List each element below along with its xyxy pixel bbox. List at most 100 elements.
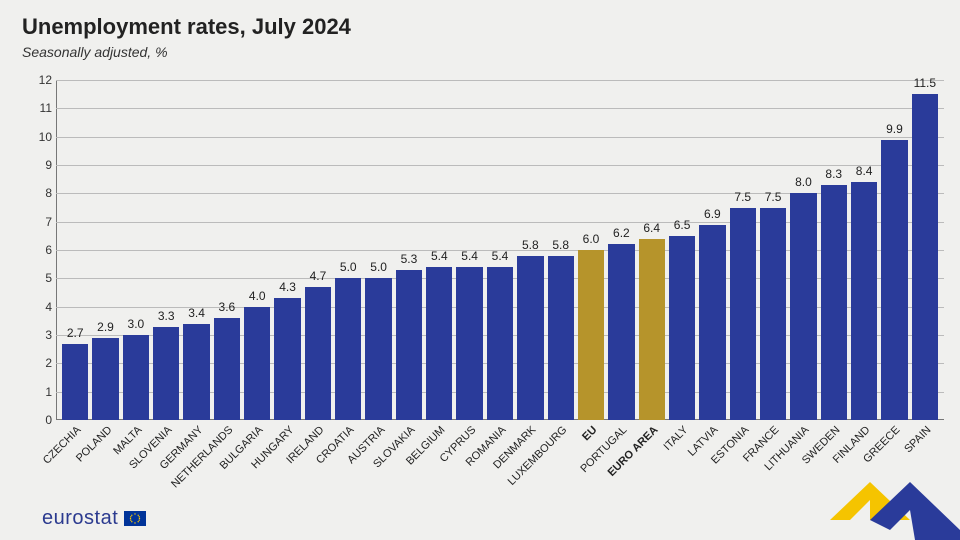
- bar-value-label: 5.8: [552, 238, 569, 252]
- bar-slot: 9.9: [881, 80, 907, 420]
- chart-subtitle: Seasonally adjusted, %: [22, 44, 168, 60]
- bar: 5.8: [548, 256, 574, 420]
- bar-value-label: 5.3: [401, 252, 418, 266]
- bar-slot: 3.0: [123, 80, 149, 420]
- bar: 4.3: [274, 298, 300, 420]
- bar-value-label: 8.4: [856, 164, 873, 178]
- chart-title: Unemployment rates, July 2024: [22, 14, 351, 40]
- bar: 3.3: [153, 327, 179, 421]
- bar: 6.5: [669, 236, 695, 420]
- y-tick-label: 9: [36, 158, 52, 172]
- bar-slot: 6.4: [639, 80, 665, 420]
- bar: 5.4: [426, 267, 452, 420]
- bar: 3.4: [183, 324, 209, 420]
- y-tick-label: 7: [36, 215, 52, 229]
- bar-slot: 6.2: [608, 80, 634, 420]
- x-labels: CzechiaPolandMaltaSloveniaGermanyNetherl…: [62, 424, 938, 425]
- y-tick-label: 10: [36, 130, 52, 144]
- bar-value-label: 6.4: [643, 221, 660, 235]
- bar-slot: 6.9: [699, 80, 725, 420]
- bar-slot: 7.5: [760, 80, 786, 420]
- bar: 2.9: [92, 338, 118, 420]
- y-tick-label: 2: [36, 356, 52, 370]
- corner-graphic-icon: [760, 470, 960, 540]
- bar-value-label: 9.9: [886, 122, 903, 136]
- bar-slot: 3.3: [153, 80, 179, 420]
- bar-value-label: 7.5: [765, 190, 782, 204]
- bar: 5.0: [335, 278, 361, 420]
- bar-slot: 4.7: [305, 80, 331, 420]
- y-tick-label: 3: [36, 328, 52, 342]
- bar: 8.4: [851, 182, 877, 420]
- bar-slot: 8.0: [790, 80, 816, 420]
- bar-slot: 3.6: [214, 80, 240, 420]
- bar: 5.4: [487, 267, 513, 420]
- x-category-label: Spain: [902, 424, 933, 455]
- bar-slot: 5.0: [335, 80, 361, 420]
- bar-value-label: 3.3: [158, 309, 175, 323]
- bar: 4.0: [244, 307, 270, 420]
- bar-value-label: 4.3: [279, 280, 296, 294]
- bar-value-label: 5.8: [522, 238, 539, 252]
- bar-slot: 5.8: [517, 80, 543, 420]
- y-tick-label: 4: [36, 300, 52, 314]
- chart-area: 0123456789101112 2.72.93.03.33.43.64.04.…: [36, 80, 944, 420]
- bar-slot: 3.4: [183, 80, 209, 420]
- bar-value-label: 8.0: [795, 175, 812, 189]
- y-tick-label: 0: [36, 413, 52, 427]
- bar: 4.7: [305, 287, 331, 420]
- bar-value-label: 4.0: [249, 289, 266, 303]
- bar-slot: 8.4: [851, 80, 877, 420]
- bar: 6.0: [578, 250, 604, 420]
- bar-value-label: 2.9: [97, 320, 114, 334]
- bar-value-label: 5.4: [431, 249, 448, 263]
- y-tick-label: 11: [36, 101, 52, 115]
- y-tick-label: 8: [36, 186, 52, 200]
- bar-value-label: 8.3: [825, 167, 842, 181]
- bar-slot: 4.3: [274, 80, 300, 420]
- bar-group: 2.72.93.03.33.43.64.04.34.75.05.05.35.45…: [62, 80, 938, 420]
- bar-value-label: 3.0: [128, 317, 145, 331]
- bar: 3.0: [123, 335, 149, 420]
- bar-value-label: 6.2: [613, 226, 630, 240]
- bar-slot: 5.4: [426, 80, 452, 420]
- bar-value-label: 3.4: [188, 306, 205, 320]
- footer: eurostat: [0, 494, 960, 540]
- bar-slot: 5.4: [456, 80, 482, 420]
- bar: 8.0: [790, 193, 816, 420]
- bar: 5.8: [517, 256, 543, 420]
- bar-slot: 5.3: [396, 80, 422, 420]
- bar-value-label: 2.7: [67, 326, 84, 340]
- bar-slot: 8.3: [821, 80, 847, 420]
- bar-slot: 11.5: [912, 80, 938, 420]
- bar-slot: 4.0: [244, 80, 270, 420]
- bar-value-label: 6.0: [583, 232, 600, 246]
- bar-slot: 5.8: [548, 80, 574, 420]
- bar-value-label: 4.7: [310, 269, 327, 283]
- x-category-label: EU: [580, 424, 599, 443]
- bar: 5.3: [396, 270, 422, 420]
- bar-value-label: 5.0: [340, 260, 357, 274]
- bar-value-label: 5.4: [461, 249, 478, 263]
- bar: 6.2: [608, 244, 634, 420]
- bar: 5.4: [456, 267, 482, 420]
- bar: 5.0: [365, 278, 391, 420]
- bar: 6.4: [639, 239, 665, 420]
- bar: 11.5: [912, 94, 938, 420]
- bar-value-label: 5.0: [370, 260, 387, 274]
- bar-slot: 7.5: [730, 80, 756, 420]
- bar-value-label: 7.5: [734, 190, 751, 204]
- bar: 3.6: [214, 318, 240, 420]
- bar: 7.5: [760, 208, 786, 421]
- bar-value-label: 6.9: [704, 207, 721, 221]
- bar: 9.9: [881, 140, 907, 421]
- y-tick-label: 6: [36, 243, 52, 257]
- bar: 2.7: [62, 344, 88, 421]
- y-tick-label: 5: [36, 271, 52, 285]
- bar: 7.5: [730, 208, 756, 421]
- eu-flag-icon: [124, 511, 146, 526]
- bar-value-label: 5.4: [492, 249, 509, 263]
- bar-value-label: 11.5: [914, 76, 936, 90]
- bar: 6.9: [699, 225, 725, 421]
- bar-value-label: 6.5: [674, 218, 691, 232]
